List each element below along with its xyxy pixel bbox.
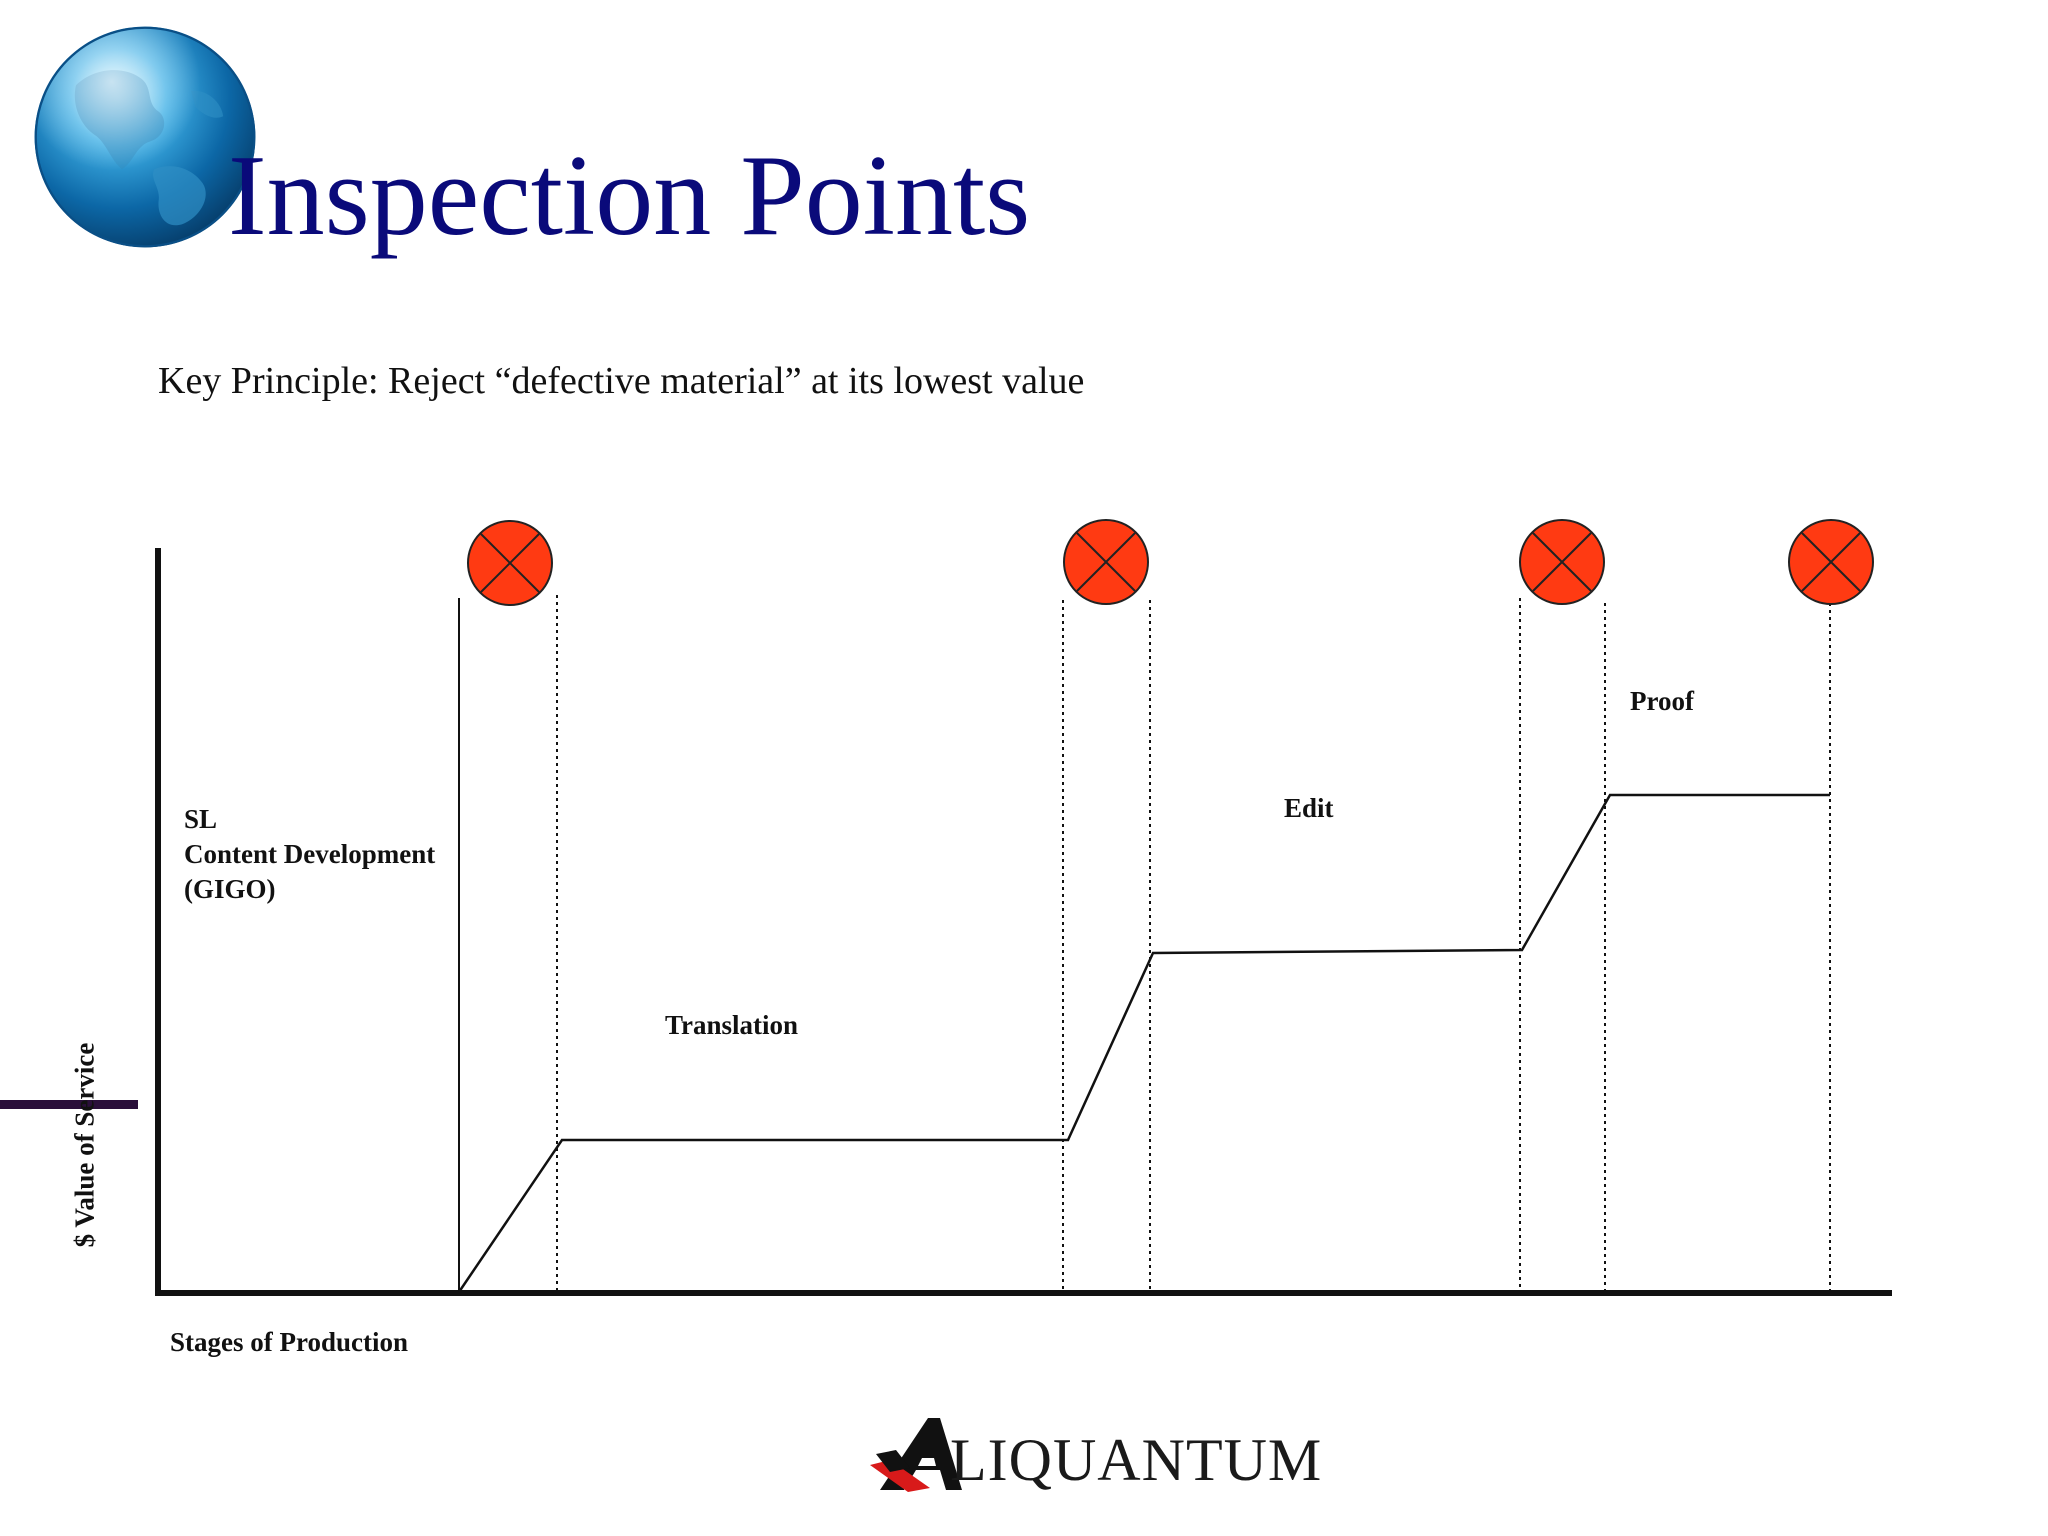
aliquantum-logo: LIQUANTUM — [870, 1410, 1323, 1505]
stage-label-content-development: SL Content Development (GIGO) — [184, 802, 435, 907]
page-title: Inspection Points — [228, 132, 1031, 260]
key-principle-text: Key Principle: Reject “defective materia… — [158, 360, 1085, 402]
stage-label-edit: Edit — [1284, 793, 1334, 823]
x-axis-label: Stages of Production — [170, 1327, 409, 1357]
stage-label-proof: Proof — [1630, 686, 1694, 716]
reject-x-circle-icon — [467, 520, 553, 606]
reject-x-circle-icon — [1519, 519, 1605, 605]
dotted-boundaries — [556, 595, 1831, 1290]
globe-icon — [34, 26, 256, 248]
y-axis-label: $ Value of Service — [69, 1042, 100, 1248]
reject-x-circle-icon — [1063, 519, 1149, 605]
stage-label-line: SL — [184, 804, 218, 834]
stage-label-line: Content Development — [184, 839, 436, 869]
logo-a-mark-icon — [870, 1418, 962, 1492]
stage-label-line: (GIGO) — [184, 874, 276, 904]
reject-x-circle-icon — [1788, 519, 1874, 605]
value-curve — [457, 793, 1830, 1293]
logo-text: LIQUANTUM — [950, 1427, 1323, 1493]
accent-bar — [0, 1100, 138, 1109]
stage-label-translation: Translation — [665, 1010, 799, 1040]
